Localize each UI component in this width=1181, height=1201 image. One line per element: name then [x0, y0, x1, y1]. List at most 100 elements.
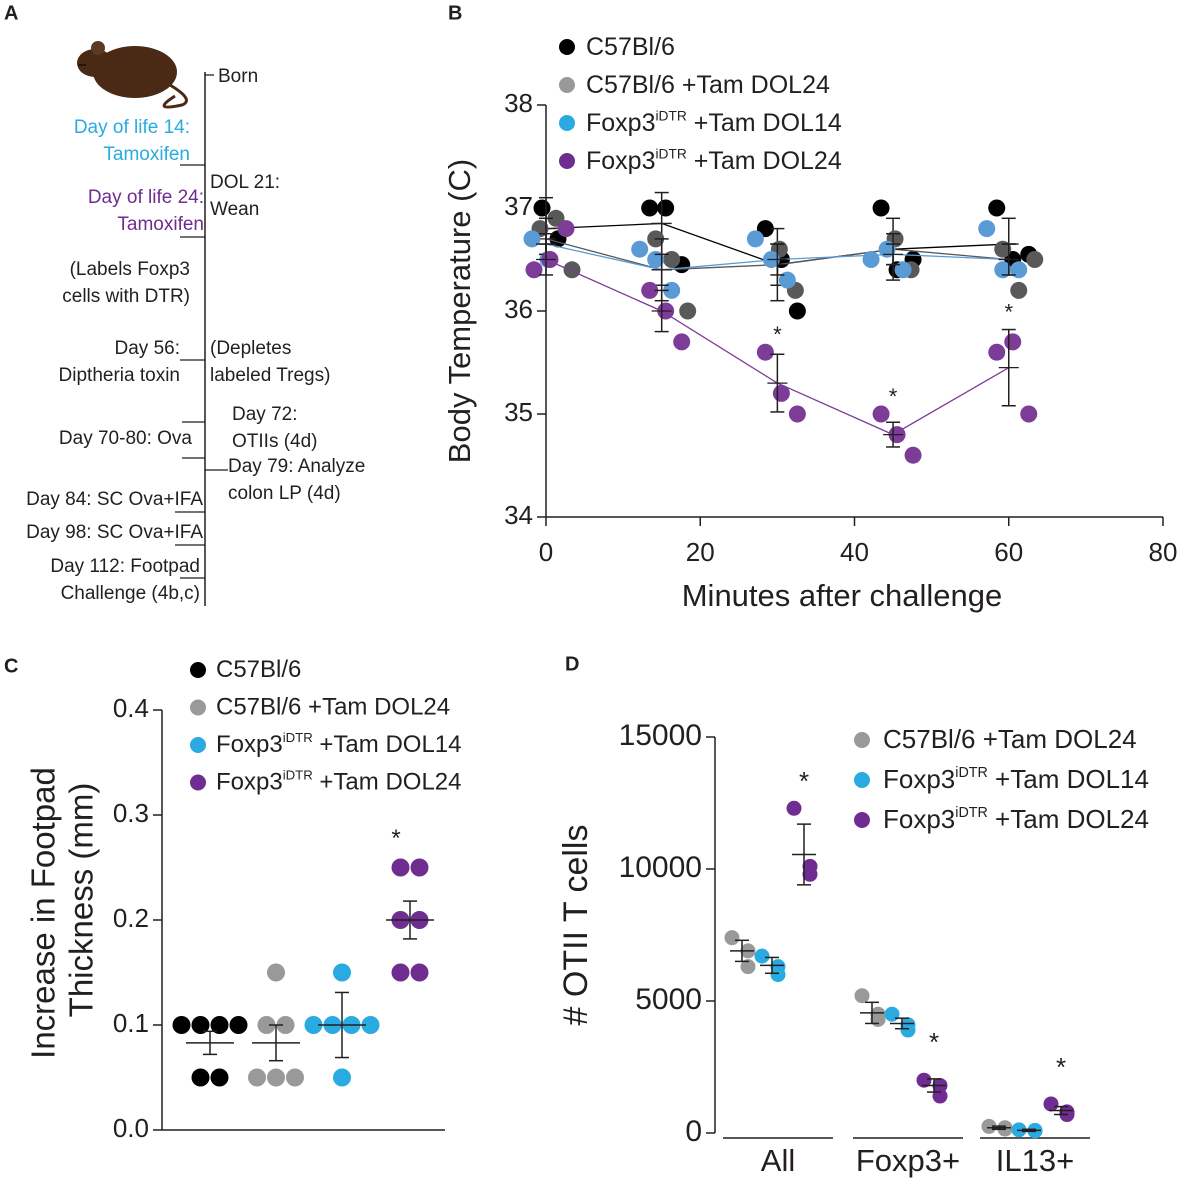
legend-label: C57Bl/6 +Tam DOL24	[216, 694, 450, 721]
y-tick-label: 0.1	[113, 1008, 149, 1038]
timeline-label: DOL 21:	[210, 172, 280, 193]
y-tick-label: 0.2	[113, 903, 149, 933]
y-axis-label: Thickness (mm)	[63, 783, 100, 1018]
data-point	[191, 1068, 210, 1087]
data-point	[267, 963, 285, 982]
legend-label: C57Bl/6 +Tam DOL24	[883, 724, 1137, 754]
data-point	[523, 230, 541, 248]
data-point	[210, 1016, 229, 1034]
legend-text-part: iDTR	[955, 765, 988, 781]
data-point	[563, 261, 581, 279]
panel-label: D	[565, 653, 579, 675]
y-tick-label: 10000	[619, 851, 702, 884]
data-point	[1010, 281, 1028, 299]
timeline-label: Tamoxifen	[103, 144, 190, 165]
data-point	[981, 1118, 997, 1134]
data-point	[724, 930, 740, 946]
timeline-label: (Depletes	[210, 338, 291, 359]
x-tick-label: All	[761, 1143, 795, 1178]
timeline-label: Diptheria toxin	[59, 365, 180, 386]
x-tick-label: Foxp3+	[856, 1143, 960, 1178]
legend-label: C57Bl/6	[216, 656, 301, 683]
data-point	[631, 240, 649, 258]
y-tick-label: 38	[504, 88, 533, 118]
y-tick-label: 35	[504, 397, 533, 427]
y-tick-label: 36	[504, 294, 533, 324]
data-point	[988, 199, 1006, 217]
timeline-label: Day 79: Analyze	[228, 456, 365, 477]
y-tick-label: 0.0	[113, 1113, 149, 1143]
legend-text-part: +Tam DOL24	[687, 147, 842, 175]
data-point	[994, 240, 1012, 258]
data-point	[257, 1016, 276, 1034]
data-point	[1020, 405, 1038, 423]
data-point	[770, 967, 786, 983]
data-point	[361, 1016, 380, 1034]
legend-text-part: C57Bl/6 +Tam DOL24	[216, 694, 450, 721]
legend-text-part: Foxp3	[883, 764, 955, 794]
data-point	[786, 800, 802, 816]
legend-text-part: Foxp3	[216, 769, 283, 796]
data-point	[663, 251, 681, 268]
y-tick-label: 0	[685, 1115, 702, 1148]
data-point	[410, 963, 429, 982]
data-point	[994, 261, 1012, 279]
data-point	[391, 963, 410, 982]
data-point	[746, 230, 764, 248]
data-point	[557, 220, 575, 238]
legend-text-part: Foxp3	[883, 804, 955, 834]
y-tick-label: 5000	[635, 983, 702, 1016]
data-point	[276, 1016, 295, 1034]
timeline-label: Day 98: SC Ova+IFA	[26, 522, 203, 543]
data-point	[679, 302, 697, 320]
data-point	[916, 1072, 932, 1088]
timeline-label: Day of life 24:	[88, 187, 204, 208]
significance-mark: *	[1004, 299, 1013, 324]
data-point	[1026, 251, 1044, 268]
y-tick-label: 34	[504, 500, 533, 530]
legend-text-part: C57Bl/6 +Tam DOL24	[883, 724, 1137, 754]
data-point	[900, 1022, 916, 1038]
data-point	[673, 333, 691, 351]
data-point	[525, 261, 543, 279]
x-tick-label: 40	[840, 537, 869, 567]
legend-text-part: +Tam DOL24	[988, 804, 1149, 834]
timeline-label: Day of life 14:	[74, 117, 190, 138]
legend-text-part: Foxp3	[586, 147, 655, 175]
legend-marker	[559, 39, 575, 55]
data-point	[788, 302, 806, 320]
legend-text-part: C57Bl/6	[586, 33, 675, 61]
timeline-label: colon LP (4d)	[228, 483, 341, 504]
data-point	[333, 1068, 351, 1087]
data-point	[1010, 261, 1028, 279]
data-point	[754, 948, 770, 964]
legend-marker	[559, 115, 575, 131]
data-point	[878, 240, 896, 258]
data-point	[872, 405, 890, 423]
data-point	[641, 199, 659, 217]
data-point	[894, 261, 912, 279]
data-point	[884, 1006, 900, 1022]
timeline-label: Day 112: Footpad	[50, 556, 200, 577]
timeline-label: Wean	[210, 199, 259, 220]
data-point	[229, 1016, 248, 1034]
data-point	[904, 446, 922, 464]
data-point	[641, 281, 659, 299]
legend-marker	[190, 662, 206, 678]
x-tick-label: 60	[994, 537, 1023, 567]
timeline-label: OTIIs (4d)	[232, 431, 318, 452]
timeline-label: Day 72:	[232, 404, 297, 425]
data-point	[304, 1016, 323, 1034]
data-point	[802, 866, 818, 882]
data-point	[854, 988, 870, 1004]
legend-text-part: iDTR	[655, 108, 686, 123]
legend-text-part: C57Bl/6	[216, 656, 301, 683]
legend-text-part: Foxp3	[586, 109, 655, 137]
legend-label: Foxp3iDTR +Tam DOL14	[216, 730, 461, 758]
panel-label: C	[4, 655, 18, 677]
data-point	[788, 405, 806, 423]
y-axis-label: # OTII T cells	[557, 825, 595, 1026]
legend-label: Foxp3iDTR +Tam DOL24	[883, 804, 1149, 834]
x-tick-label: IL13+	[996, 1143, 1074, 1178]
